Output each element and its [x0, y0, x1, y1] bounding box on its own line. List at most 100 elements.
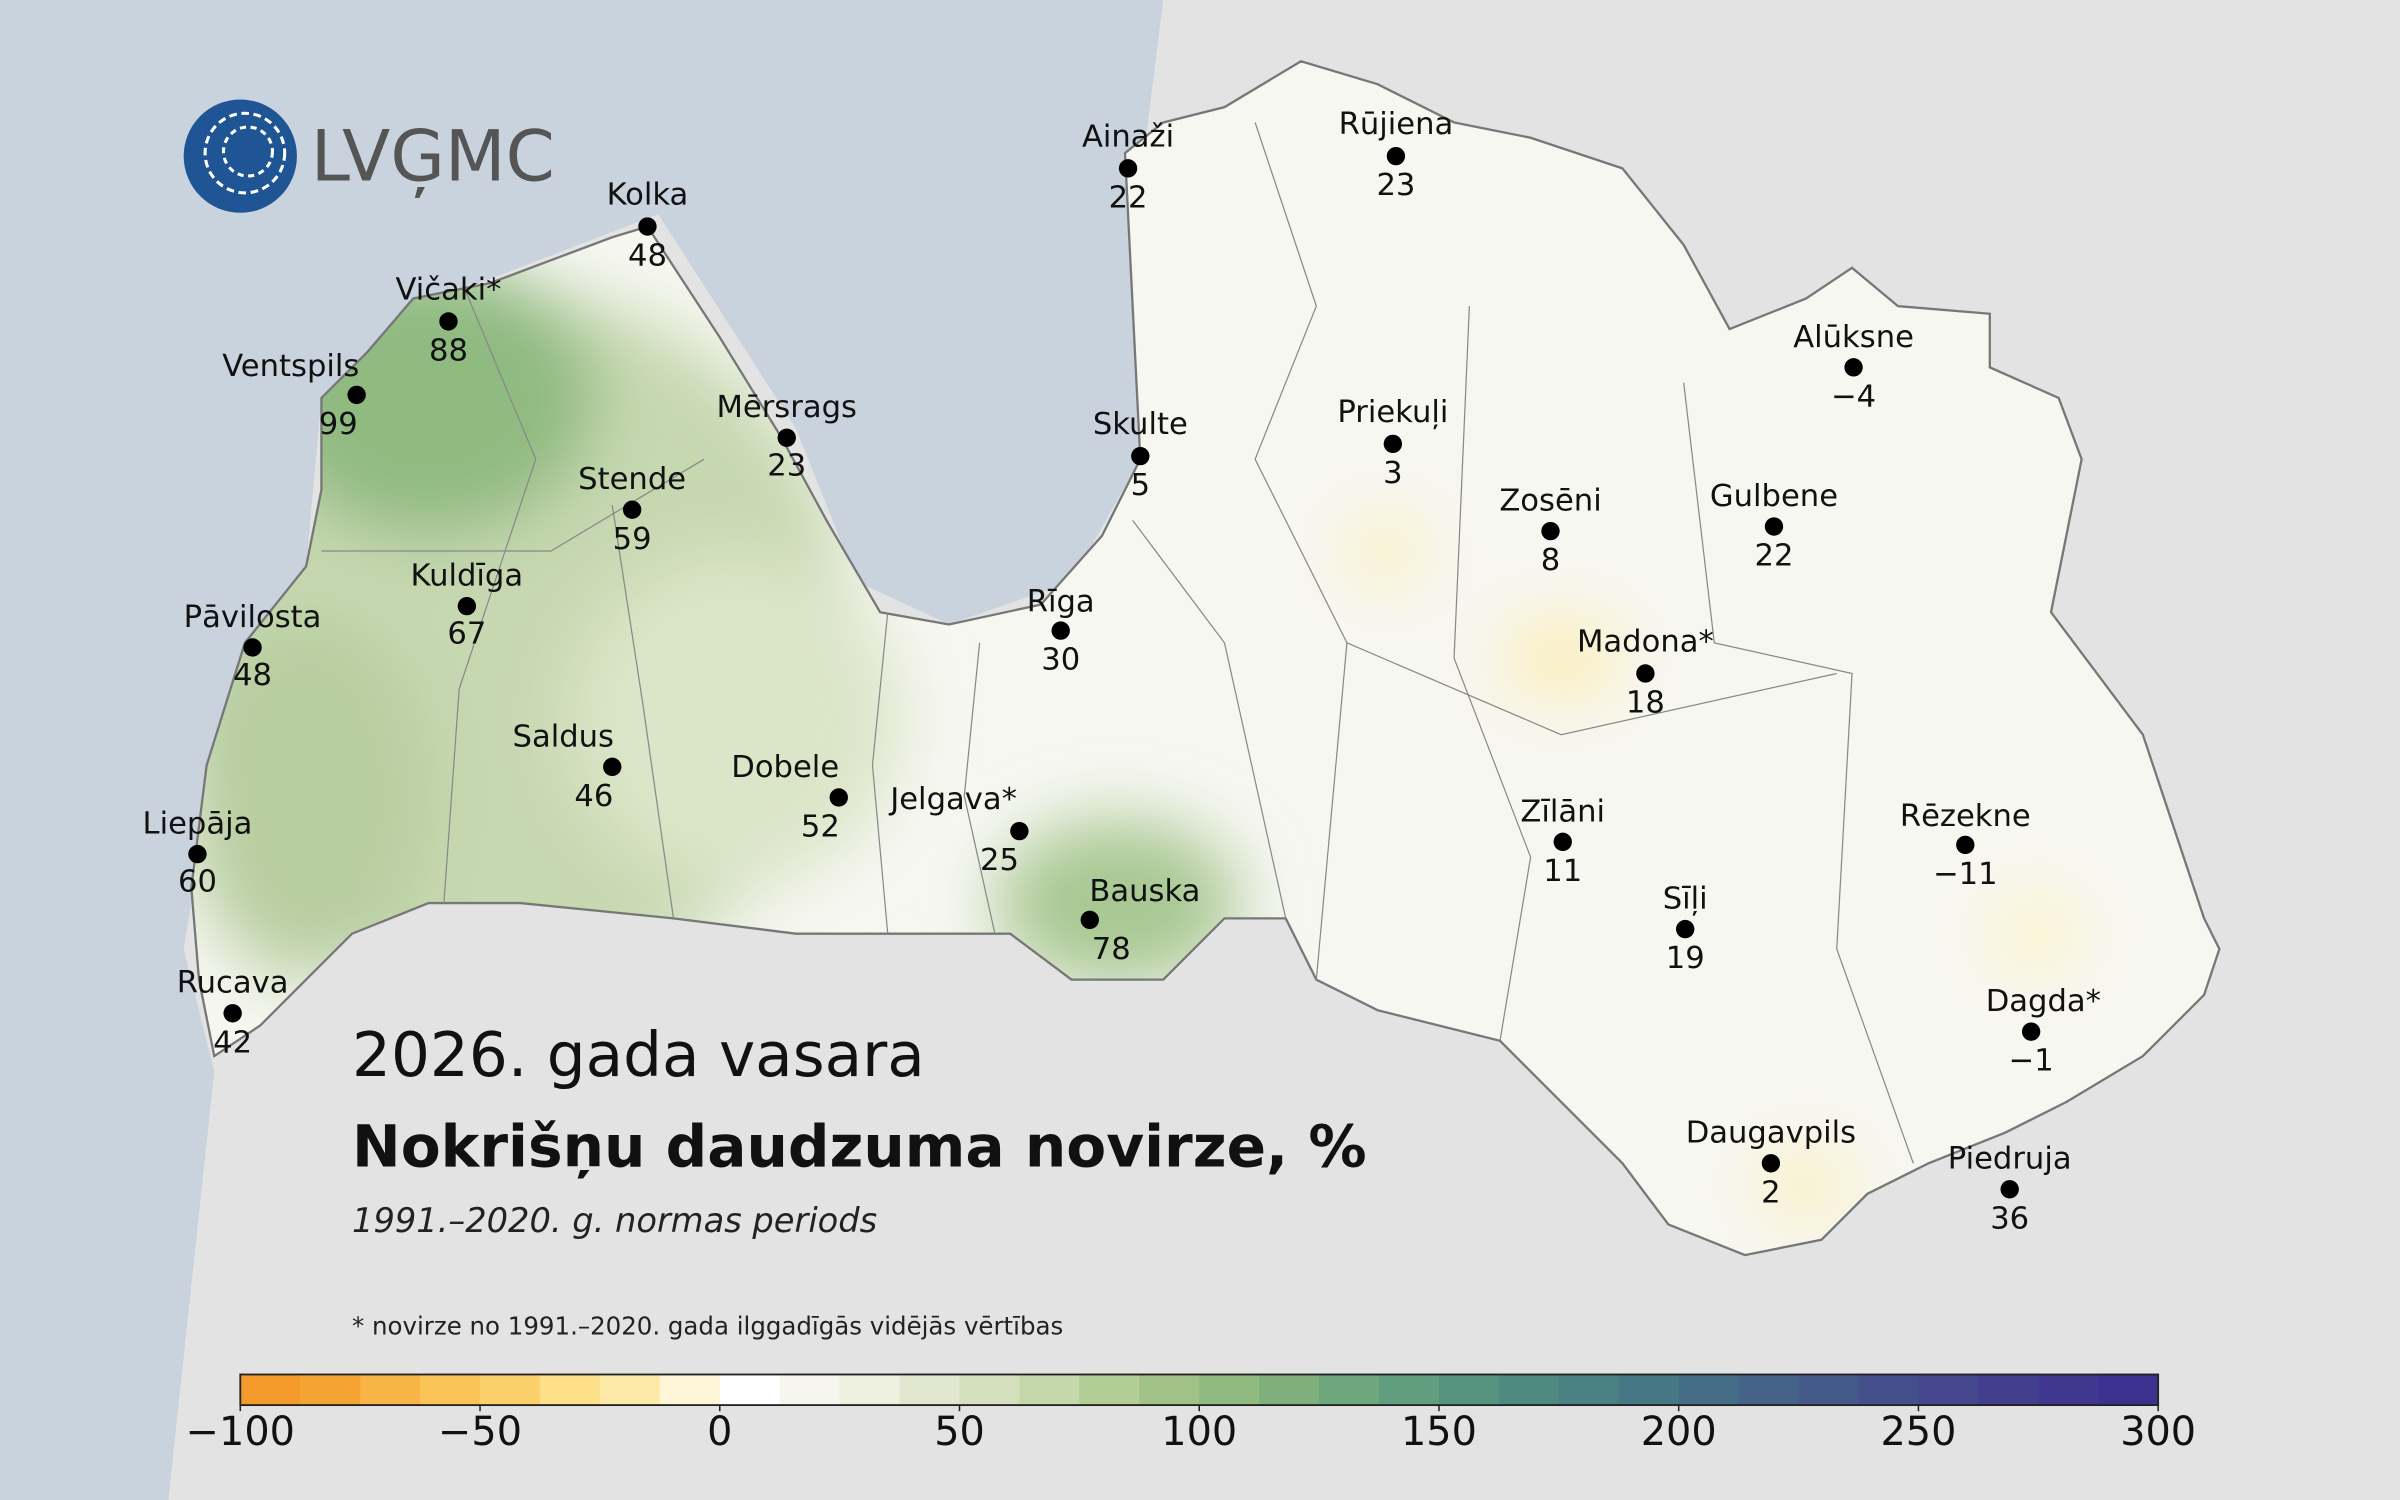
colorbar-step — [1558, 1374, 1620, 1406]
station-value: 18 — [1626, 686, 1665, 721]
colorbar-tick-label: 200 — [1641, 1409, 1717, 1455]
station-name: Bauska — [1089, 874, 1200, 909]
station-name: Pāvilosta — [184, 600, 322, 635]
colorbar-step — [659, 1374, 721, 1406]
station-name: Vičaki* — [396, 272, 502, 307]
station-value: 19 — [1666, 941, 1705, 976]
colorbar-step — [839, 1374, 901, 1406]
station-dot — [223, 1004, 242, 1023]
station-dot — [1956, 835, 1975, 855]
colorbar-tick-label: 300 — [2120, 1409, 2196, 1455]
colorbar-tick-label: 250 — [1880, 1409, 1956, 1455]
station-dot — [1131, 446, 1150, 466]
station-name: Ainaži — [1082, 119, 1174, 154]
station-name: Stende — [578, 462, 686, 497]
colorbar-step — [300, 1374, 361, 1406]
colorbar-step — [1438, 1374, 1500, 1406]
colorbar-step — [1319, 1374, 1380, 1406]
station-value: 5 — [1131, 468, 1150, 503]
station-value: 42 — [213, 1025, 252, 1060]
colorbar-tick-label: −100 — [186, 1409, 295, 1455]
station-dot — [1051, 621, 1070, 640]
station-value: −1 — [2009, 1044, 2054, 1079]
station-value: 23 — [1376, 168, 1415, 203]
map-title: 2026. gada vasara — [352, 1020, 925, 1091]
colorbar-step — [1978, 1374, 2040, 1406]
colorbar-step — [1079, 1374, 1141, 1406]
colorbar-tick-label: 50 — [934, 1409, 985, 1455]
station-value: −4 — [1831, 379, 1876, 414]
station-name: Madona* — [1577, 624, 1714, 659]
station-name: Dagda* — [1986, 984, 2101, 1019]
colorbar-step — [539, 1374, 601, 1406]
station-dot — [243, 638, 262, 657]
colorbar-step — [599, 1374, 661, 1406]
station-name: Jelgava* — [888, 782, 1017, 817]
station-name: Kuldīga — [411, 559, 524, 594]
station-dot — [1541, 521, 1560, 541]
station-name: Rucava — [177, 966, 289, 1001]
station-dot — [777, 428, 796, 447]
station-dot — [457, 596, 477, 616]
station-dot — [1080, 910, 1099, 930]
station-value: −11 — [1933, 857, 1998, 892]
station-name: Sīļi — [1663, 882, 1708, 917]
colorbar-step — [1738, 1374, 1800, 1406]
colorbar-step — [2038, 1374, 2099, 1406]
station-value: 52 — [801, 810, 840, 845]
station-name: Zosēni — [1499, 484, 1601, 519]
station-dot — [188, 844, 207, 864]
colorbar-step — [1678, 1374, 1740, 1406]
station-name: Kolka — [607, 177, 689, 212]
station-value: 23 — [767, 448, 806, 483]
station-value: 67 — [447, 617, 486, 652]
colorbar-step — [719, 1374, 781, 1406]
station-dot — [1553, 832, 1572, 852]
logo-text: LVĢMC — [311, 116, 555, 199]
colorbar-step — [899, 1374, 961, 1406]
station-dot — [1844, 358, 1863, 377]
colorbar-tick-label: 0 — [707, 1409, 732, 1455]
colorbar-step — [1618, 1374, 1680, 1406]
station-dot — [638, 217, 657, 236]
municipality-borders — [321, 122, 1914, 1164]
colorbar-step — [1858, 1374, 1920, 1406]
station-dot — [622, 500, 642, 519]
colorbar-step — [1498, 1374, 1560, 1406]
station-dot — [2000, 1180, 2019, 1199]
map-subtitle: Nokrišņu daudzuma novirze, % — [352, 1112, 1367, 1180]
colorbar-step — [1918, 1374, 1980, 1406]
station-name: Priekuļi — [1337, 395, 1448, 430]
colorbar-tick-label: 150 — [1401, 1409, 1477, 1455]
station-name: Rūjiena — [1339, 107, 1454, 142]
station-dot — [1010, 821, 1029, 841]
station-value: 22 — [1755, 539, 1794, 574]
station-value: 8 — [1541, 543, 1560, 578]
station-value: 22 — [1109, 180, 1148, 215]
station-value: 11 — [1543, 854, 1582, 889]
colorbar-step — [1259, 1374, 1320, 1406]
station-dot — [2021, 1022, 2041, 1041]
station-name: Ventspils — [222, 349, 359, 384]
station-name: Rēzekne — [1900, 799, 2031, 834]
station-dot — [1118, 159, 1138, 178]
station-value: 30 — [1041, 643, 1080, 678]
station-name: Alūksne — [1793, 320, 1914, 355]
colorbar-step — [1139, 1374, 1200, 1406]
colorbar-step — [2098, 1374, 2159, 1406]
station-value: 78 — [1092, 932, 1131, 967]
station-dot — [1764, 517, 1784, 536]
station-value: 2 — [1761, 1175, 1780, 1210]
station-value: 88 — [429, 334, 468, 369]
colorbar-tick-label: −50 — [438, 1409, 522, 1455]
colorbar-step — [1199, 1374, 1260, 1406]
colorbar-step — [779, 1374, 841, 1406]
station-dot — [1383, 434, 1403, 454]
station-value: 3 — [1383, 456, 1402, 491]
station-name: Saldus — [513, 719, 614, 754]
station-name: Dobele — [731, 750, 839, 785]
station-value: 48 — [628, 239, 667, 274]
logo: LVĢMC — [183, 99, 555, 213]
station-dot — [1636, 664, 1655, 683]
